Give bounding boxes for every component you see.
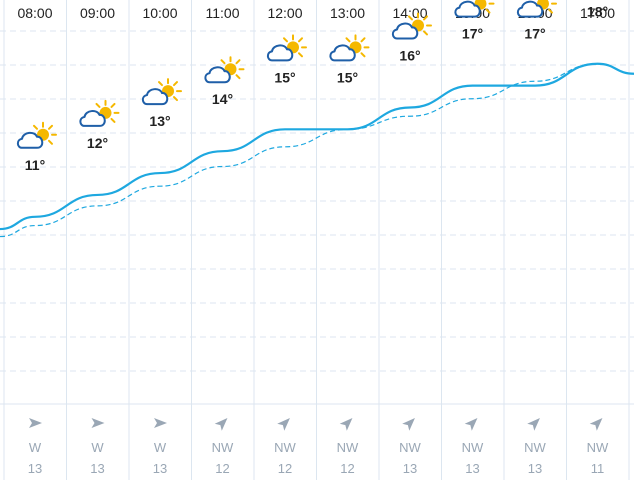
wind-direction-label: W xyxy=(91,440,104,455)
wind-speed-label: 13 xyxy=(153,461,167,476)
temperature-label: 12° xyxy=(87,135,108,151)
wind-speed-label: 12 xyxy=(215,461,229,476)
wind-direction-label: W xyxy=(154,440,167,455)
hour-time-label: 08:00 xyxy=(17,5,52,21)
wind-direction-label: NW xyxy=(399,440,421,455)
hour-time-label: 17:00 xyxy=(580,5,615,21)
wind-arrow-icon xyxy=(91,418,105,428)
temperature-line xyxy=(0,62,634,231)
wind-arrow-icon xyxy=(29,418,42,428)
hour-time-label: 09:00 xyxy=(80,5,115,21)
temperature-lines xyxy=(0,62,634,238)
hour-column: 12:00 15° NW 12 xyxy=(266,5,307,476)
wind-arrow-icon xyxy=(154,418,167,428)
temperature-label: 17° xyxy=(462,26,483,42)
wind-arrow-icon xyxy=(527,418,540,431)
wind-arrow-icon xyxy=(277,418,290,431)
temperature-label: 18° xyxy=(587,4,608,20)
hour-time-label: 12:00 xyxy=(267,5,302,21)
wind-direction-label: NW xyxy=(337,440,359,455)
hour-column: 09:00 12° W 13 xyxy=(79,5,120,476)
hour-column: 08:00 11° W 13 xyxy=(16,5,57,476)
temperature-label: 13° xyxy=(149,113,170,129)
wind-direction-label: NW xyxy=(274,440,296,455)
partly-cloudy-icon xyxy=(141,78,182,106)
wind-speed-label: 12 xyxy=(340,461,354,476)
partly-cloudy-icon xyxy=(329,34,370,62)
hour-time-label: 10:00 xyxy=(142,5,177,21)
partly-cloudy-icon xyxy=(16,121,57,149)
temperature-label: 17° xyxy=(524,26,545,42)
wind-arrow-icon xyxy=(464,418,478,431)
partly-cloudy-icon xyxy=(79,99,120,127)
temperature-label: 11° xyxy=(25,157,45,173)
wind-direction-label: NW xyxy=(462,440,484,455)
temperature-label: 16° xyxy=(399,47,420,63)
wind-arrow-icon xyxy=(402,418,415,431)
wind-speed-label: 13 xyxy=(465,461,479,476)
wind-speed-label: 13 xyxy=(403,461,417,476)
wind-arrow-icon xyxy=(339,418,353,431)
hour-column: 13:00 15° NW 12 xyxy=(329,5,370,476)
temperature-label: 14° xyxy=(212,91,233,107)
wind-direction-label: NW xyxy=(587,440,609,455)
partly-cloudy-icon xyxy=(266,34,307,62)
temperature-label: 15° xyxy=(337,69,358,85)
wind-speed-label: 12 xyxy=(278,461,292,476)
wind-speed-label: 13 xyxy=(528,461,542,476)
wind-speed-label: 13 xyxy=(28,461,42,476)
hour-time-label: 13:00 xyxy=(330,5,365,21)
temperature-label: 15° xyxy=(274,69,295,85)
hour-column: 10:00 13° W 13 xyxy=(141,5,182,476)
wind-speed-label: 11 xyxy=(591,461,605,476)
hour-column: 11:00 14° NW 12 xyxy=(204,5,245,476)
wind-arrow-icon xyxy=(214,418,228,431)
wind-direction-label: NW xyxy=(524,440,546,455)
hour-columns: 08:00 11° W 13 09:00 12° W 13 10:00 13° W 13 11:00 14… xyxy=(16,0,615,476)
temperature-line-dashed xyxy=(0,63,634,238)
partly-cloudy-icon xyxy=(204,56,245,84)
hour-time-label: 11:00 xyxy=(206,5,240,21)
wind-direction-label: NW xyxy=(212,440,234,455)
wind-direction-label: W xyxy=(29,440,42,455)
wind-speed-label: 13 xyxy=(90,461,104,476)
wind-arrow-icon xyxy=(589,418,603,431)
